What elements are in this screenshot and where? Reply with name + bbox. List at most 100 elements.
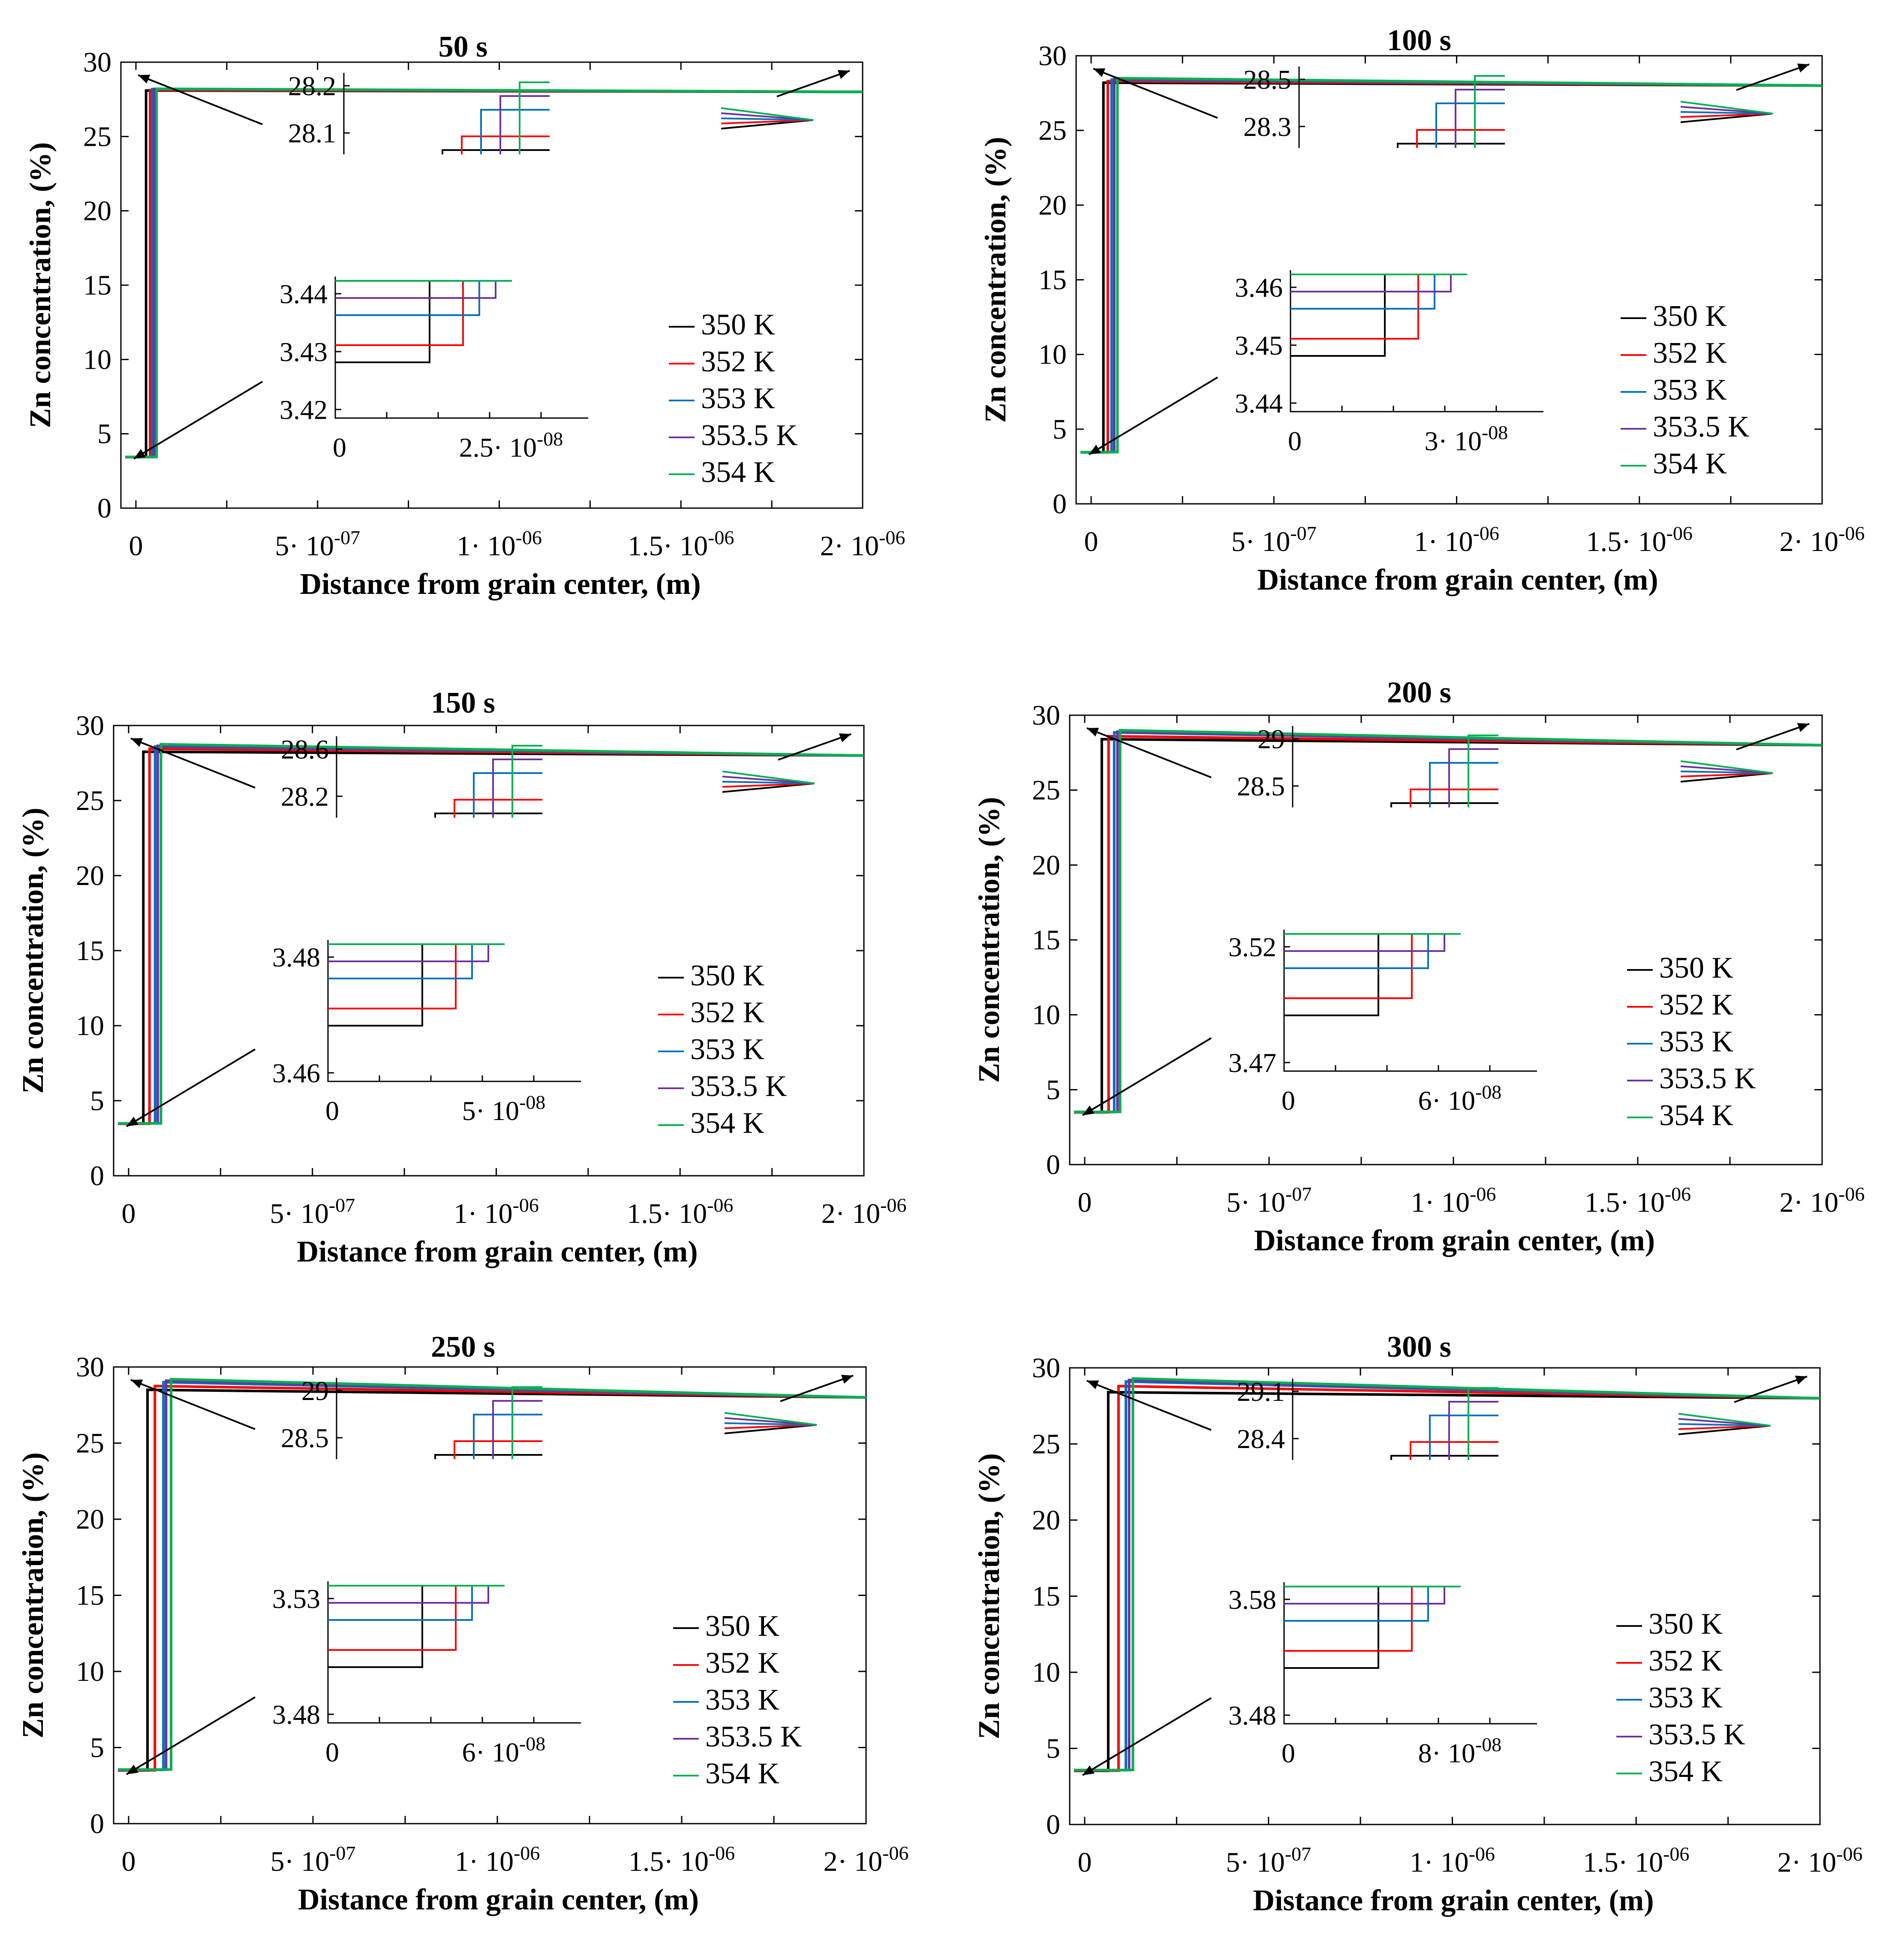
inset-bottom-series xyxy=(1284,934,1429,969)
x-tick-label: 2· 10-06 xyxy=(1780,1183,1865,1218)
legend-label: 354 K xyxy=(1659,1099,1733,1132)
inset-bottom-x-label-exponent: -08 xyxy=(537,428,563,450)
inset-top-series xyxy=(1448,1401,1498,1460)
legend: 350 K 352 K 353 K 353.5 K 354 K xyxy=(658,959,787,1140)
legend-label: 354 K xyxy=(701,456,775,489)
inset-bottom-series xyxy=(1284,934,1413,999)
legend-label: 353 K xyxy=(1659,1025,1733,1058)
inset-bottom-tick-label: 3.42 xyxy=(280,394,328,425)
inset-bottom-x-label-exponent: -08 xyxy=(1475,1734,1501,1755)
inset-top-series xyxy=(461,135,550,154)
legend-label: 352 K xyxy=(1659,988,1733,1021)
inset-top-series xyxy=(519,81,550,154)
inset-top-series xyxy=(499,95,550,154)
x-tick-label-mantissa: 1.5· 10 xyxy=(628,530,708,562)
inset-top-tick-label: 28.4 xyxy=(1237,1424,1285,1454)
x-tick-label: 0 xyxy=(1078,1847,1092,1878)
inset-top-tick-label: 28.6 xyxy=(281,734,329,765)
y-tick-label: 30 xyxy=(76,710,104,741)
x-tick-label: 0 xyxy=(1078,1187,1092,1218)
y-tick-label: 20 xyxy=(76,860,104,891)
inset-bottom-series xyxy=(335,281,464,346)
x-tick-label: 5· 10-07 xyxy=(270,1194,355,1229)
x-axis-label: Distance from grain center, (m) xyxy=(300,568,701,601)
zoom-arrow-top xyxy=(130,738,256,789)
inset-bottom-x-label-mantissa: 5· 10 xyxy=(462,1096,519,1126)
inset-bottom-tick-label: 3.45 xyxy=(1235,330,1283,361)
series-line-354-K xyxy=(118,1378,866,1771)
zoom-arrow-bottom-head xyxy=(134,449,146,459)
y-axis-label: Zn concentration, (%) xyxy=(17,1452,50,1738)
x-tick-label: 1.5· 10-06 xyxy=(627,1194,733,1229)
inset-top-tick-label: 29 xyxy=(1257,724,1285,754)
inset-bottom-x-label: 0 xyxy=(333,432,346,463)
x-tick-label-mantissa: 1.5· 10 xyxy=(627,1198,707,1229)
inset-bottom-series xyxy=(1284,934,1379,1016)
legend-label: 353 K xyxy=(1653,373,1727,406)
series-line-353-K xyxy=(118,745,864,1125)
x-tick-label: 1· 10-06 xyxy=(1410,1843,1495,1878)
y-tick-label: 25 xyxy=(83,121,111,152)
x-tick-label-mantissa: 1· 10 xyxy=(457,530,515,562)
inset-top-tick-label: 28.1 xyxy=(288,118,336,148)
series-line-353-5-K xyxy=(118,744,864,1125)
x-tick-label-exponent: -06 xyxy=(879,527,905,548)
inset-bottom-tick-label: 3.43 xyxy=(280,337,328,367)
panel-title: 50 s xyxy=(439,30,488,63)
x-tick-label-mantissa: 2· 10 xyxy=(824,1846,882,1877)
y-tick-label: 0 xyxy=(1046,1809,1060,1840)
y-axis-label: Zn concentration, (%) xyxy=(973,1453,1006,1739)
x-tick-label-mantissa: 1.5· 10 xyxy=(1585,1187,1665,1218)
y-tick-label: 0 xyxy=(1053,488,1067,520)
inset-bottom-series xyxy=(1290,274,1435,310)
y-tick-label: 0 xyxy=(1046,1149,1060,1180)
x-tick-label-exponent: -06 xyxy=(880,1194,906,1216)
x-tick-label-mantissa: 2· 10 xyxy=(821,1198,880,1229)
inset-top-tick-label: 28.5 xyxy=(1237,771,1285,801)
end-zoom-line xyxy=(721,107,814,121)
zoom-arrow-bottom xyxy=(1082,1697,1212,1776)
x-tick-label-exponent: -06 xyxy=(1836,1843,1862,1865)
zoom-arrow-bottom xyxy=(126,1048,256,1127)
x-tick-label-exponent: -07 xyxy=(1290,522,1316,544)
inset-top-series xyxy=(492,1400,542,1459)
inset-top-tick-label: 28.5 xyxy=(281,1423,329,1453)
inset-top-series xyxy=(473,772,542,818)
legend-label: 353.5 K xyxy=(1659,1062,1756,1095)
inset-bottom-tick-label: 3.46 xyxy=(1235,272,1283,303)
inset-bottom-axes xyxy=(327,1581,581,1724)
zoom-arrow-top xyxy=(130,1379,256,1430)
inset-bottom-x-label: 0 xyxy=(1281,1085,1295,1116)
legend-label: 352 K xyxy=(701,345,775,378)
end-zoom-line xyxy=(722,771,815,784)
x-tick-label: 2· 10-06 xyxy=(820,527,905,562)
y-axis-label: Zn concentration, (%) xyxy=(973,797,1006,1083)
inset-bottom-x-label-mantissa: 6· 10 xyxy=(462,1737,519,1767)
inset-top-series xyxy=(1429,762,1498,807)
zoom-arrow-end-head xyxy=(839,733,851,743)
x-tick-label-exponent: -06 xyxy=(882,1842,908,1864)
y-tick-label: 30 xyxy=(1032,1352,1060,1384)
y-tick-label: 25 xyxy=(1038,115,1067,146)
y-tick-label: 10 xyxy=(1032,1000,1060,1031)
inset-bottom-axes xyxy=(1283,1582,1537,1725)
inset-top-series xyxy=(1429,1415,1498,1460)
legend-label: 354 K xyxy=(705,1757,779,1790)
y-tick-label: 5 xyxy=(97,418,111,450)
x-tick-label: 1· 10-06 xyxy=(454,1194,539,1229)
x-tick-label-exponent: -06 xyxy=(1838,1183,1865,1205)
zoom-arrow-bottom xyxy=(133,381,263,460)
legend-label: 352 K xyxy=(1653,337,1727,370)
legend-label: 353.5 K xyxy=(701,419,798,452)
inset-top-series xyxy=(434,1454,542,1459)
inset-bottom-series xyxy=(1290,274,1419,340)
zoom-arrow-top xyxy=(138,74,263,125)
x-tick-label-mantissa: 1· 10 xyxy=(1414,526,1473,557)
inset-bottom-series xyxy=(1284,1587,1413,1652)
inset-bottom-series xyxy=(1284,934,1445,952)
x-tick-label: 0 xyxy=(1084,526,1098,557)
inset-top-series xyxy=(1435,102,1505,148)
legend: 350 K 352 K 353 K 353.5 K 354 K xyxy=(669,308,798,489)
